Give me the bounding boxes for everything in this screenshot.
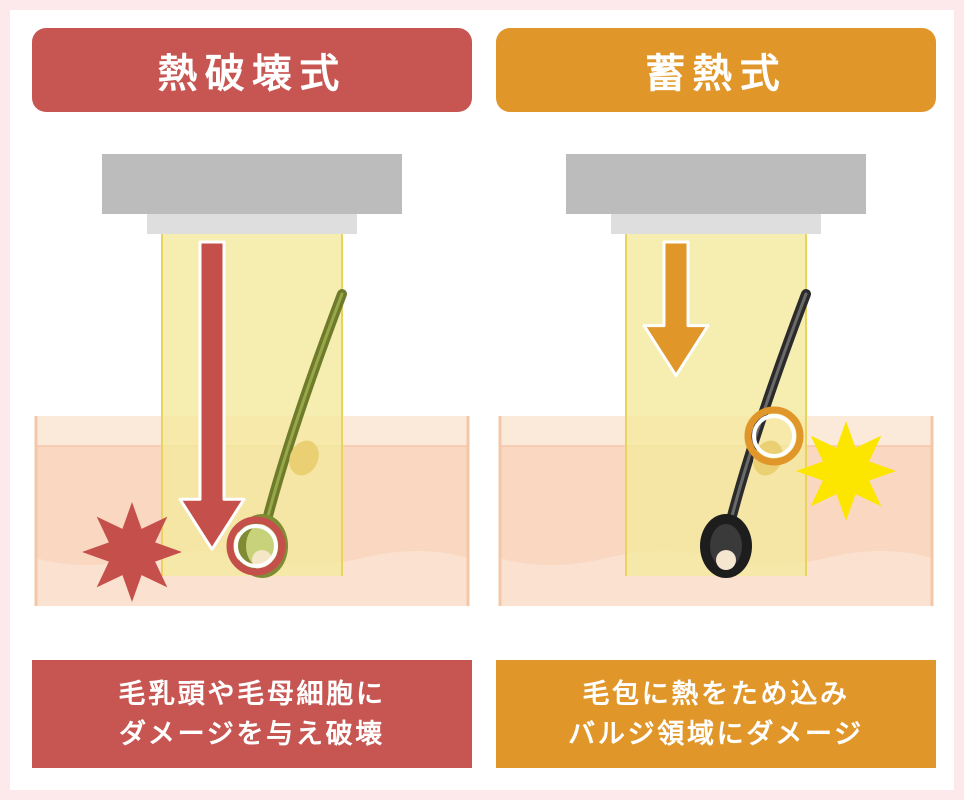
left-diagram (32, 136, 472, 636)
right-caption-line2: バルジ領域にダメージ (568, 719, 864, 749)
right-diagram (496, 136, 936, 636)
left-title-pill: 熱破壊式 (32, 28, 472, 112)
inner-panel: 熱破壊式 毛乳頭や毛母細胞に ダメージを与え破壊 蓄熱式 毛包に熱をため込み バ… (10, 10, 954, 790)
right-title-pill: 蓄熱式 (496, 28, 936, 112)
outer-frame: 熱破壊式 毛乳頭や毛母細胞に ダメージを与え破壊 蓄熱式 毛包に熱をため込み バ… (0, 0, 964, 800)
left-caption: 毛乳頭や毛母細胞に ダメージを与え破壊 (32, 660, 472, 768)
right-caption: 毛包に熱をため込み バルジ領域にダメージ (496, 660, 936, 768)
left-column: 熱破壊式 毛乳頭や毛母細胞に ダメージを与え破壊 (32, 28, 472, 768)
right-diagram-wrap (496, 112, 936, 660)
left-caption-line2: ダメージを与え破壊 (119, 719, 385, 749)
left-diagram-wrap (32, 112, 472, 660)
left-caption-line1: 毛乳頭や毛母細胞に (118, 679, 385, 709)
right-column: 蓄熱式 毛包に熱をため込み バルジ領域にダメージ (496, 28, 936, 768)
right-caption-line1: 毛包に熱をため込み (582, 679, 849, 709)
